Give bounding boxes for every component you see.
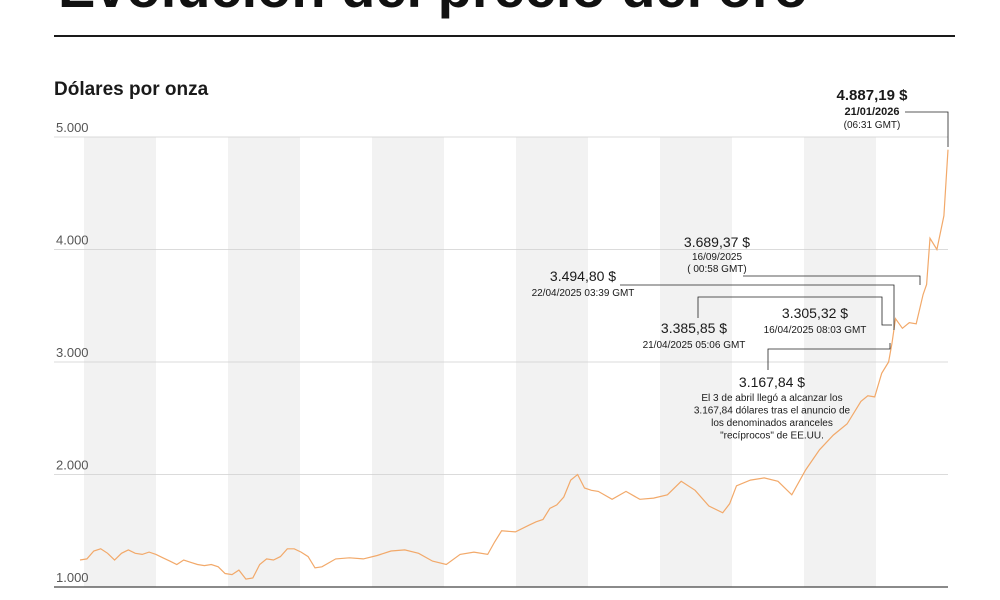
- annotation-value: 3.494,80 $: [550, 268, 616, 284]
- annotation-note: los denominados aranceles: [711, 418, 833, 429]
- annotation-value: 4.887,19 $: [837, 87, 909, 104]
- y-tick-label: 4.000: [56, 233, 89, 248]
- page-title: Evolución del precio del oro: [58, 0, 808, 16]
- annotation-value: 3.689,37 $: [684, 234, 750, 250]
- annotation-date: 21/01/2026: [844, 106, 899, 118]
- annotation-value: 3.385,85 $: [661, 320, 727, 336]
- y-axis-title: Dólares por onza: [54, 79, 209, 100]
- annotation-value: 3.305,32 $: [782, 305, 848, 321]
- title-divider: [54, 35, 955, 37]
- annotation-date: 16/04/2025 08:03 GMT: [764, 325, 867, 336]
- annotation-note: El 3 de abril llegó a alcanzar los: [701, 393, 842, 404]
- annotation-note: 3.167,84 dólares tras el anuncio de: [694, 406, 851, 417]
- annotation-value: 3.167,84 $: [739, 374, 805, 390]
- y-tick-label: 3.000: [56, 345, 89, 360]
- annotation-time: (06:31 GMT): [844, 120, 901, 131]
- annotation-note: "recíprocos" de EE.UU.: [720, 431, 824, 442]
- y-tick-label: 5.000: [56, 120, 89, 135]
- annotation-leader: [767, 343, 891, 370]
- annotation-leader: [905, 111, 949, 147]
- annotation-date: 22/04/2025 03:39 GMT: [532, 288, 635, 299]
- annotation-date: 21/04/2025 05:06 GMT: [643, 340, 746, 351]
- y-tick-label: 2.000: [56, 458, 89, 473]
- annotation-date: 16/09/2025: [692, 252, 742, 263]
- annotation-leader: [620, 284, 895, 330]
- annotation-leader: [697, 296, 892, 326]
- y-tick-label: 1.000: [56, 570, 89, 585]
- series-line-gold-price: [79, 149, 949, 580]
- annotation-time: ( 00:58 GMT): [687, 264, 746, 275]
- annotation-leader: [743, 275, 921, 285]
